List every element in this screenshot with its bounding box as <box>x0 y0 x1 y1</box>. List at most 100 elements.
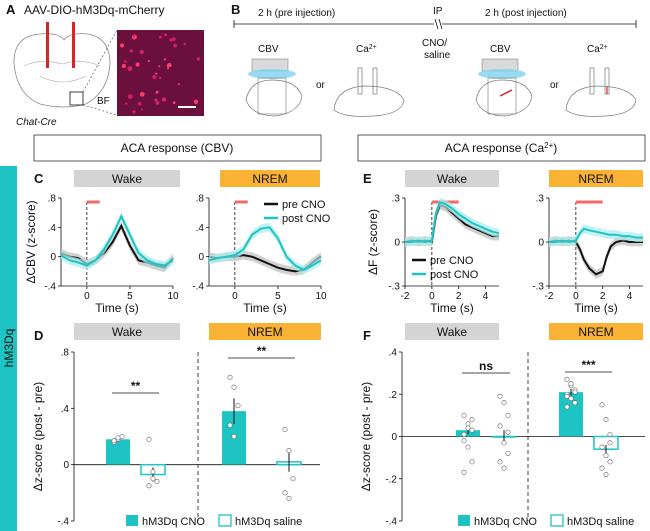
data-point <box>603 452 609 459</box>
legend-label-pre: pre CNO <box>430 255 474 267</box>
micrograph-cell <box>137 101 142 106</box>
y-tick-label: .4 <box>389 348 398 359</box>
line-chart-e-wake: Wake -2 0 2 4 -.3 0 .3 Time (s) ΔF (z-score) pre C… <box>366 170 500 315</box>
ip-label: IP <box>433 6 443 17</box>
data-point <box>461 431 467 437</box>
micrograph-cell <box>169 38 173 42</box>
x-tick-label: 5 <box>127 291 133 302</box>
micrograph-cell <box>139 91 145 97</box>
sem-band-post <box>405 198 499 247</box>
ca-label-post: Ca2+ <box>587 44 608 55</box>
legend-label-cno: hM3Dq CNO <box>474 516 537 528</box>
y-tick-label: -.4 <box>44 282 56 293</box>
y-tick-label: -.3 <box>388 282 400 293</box>
data-point <box>497 423 503 429</box>
y-tick-label: .3 <box>392 194 401 205</box>
x-axis-title: Time (s) <box>243 301 287 315</box>
y-tick-label: 0 <box>63 460 69 471</box>
bar-chart-f: Wake NREM -.4 -.2 0 .2 .4 Δz-score (post - pre)… <box>359 323 645 528</box>
state-box-nrem <box>220 170 320 187</box>
y-tick-label: .8 <box>48 194 57 205</box>
data-point <box>501 400 507 406</box>
data-point <box>469 459 475 465</box>
cbv-header-box <box>33 134 322 162</box>
micrograph-cell <box>155 90 159 94</box>
x-tick-label: 0 <box>232 291 238 302</box>
y-tick-label: .4 <box>196 223 205 234</box>
data-point <box>501 440 507 446</box>
data-point <box>465 444 471 450</box>
data-point <box>231 384 237 390</box>
micrograph-cell <box>161 97 167 102</box>
y-tick-label: -.4 <box>192 282 204 293</box>
x-axis-title: Time (s) <box>574 301 618 315</box>
data-point <box>607 440 613 446</box>
data-point <box>469 427 475 433</box>
panel-letter-a: A <box>6 2 16 17</box>
legend-label-pre: pre CNO <box>282 199 326 211</box>
panel-letter-d: D <box>34 328 43 343</box>
state-label-nrem: NREM <box>578 325 613 339</box>
data-point <box>465 421 471 427</box>
data-point <box>505 429 511 435</box>
x-tick-label: 0 <box>573 291 579 302</box>
scale-bar <box>178 106 196 108</box>
panel-letter-f: F <box>363 328 371 343</box>
data-point <box>286 495 292 502</box>
data-point <box>568 381 574 387</box>
timeline-axis <box>233 18 637 30</box>
sem-band-post <box>61 211 173 270</box>
data-point <box>115 435 121 441</box>
micrograph-cell <box>154 98 158 102</box>
data-point <box>111 438 117 444</box>
y-tick-label: .8 <box>61 348 70 359</box>
series-line-post <box>405 201 500 244</box>
state-label-wake: Wake <box>437 325 468 339</box>
micrograph-cell <box>135 62 140 67</box>
data-point <box>572 400 578 406</box>
line-chart-c-nrem: NREM 0 5 10 -.4 0 .4 .8 Time (s) pre CNO post CNO <box>192 170 331 315</box>
state-box-wake <box>74 323 180 340</box>
x-tick-label: 2 <box>456 291 462 302</box>
brain-section-illustration <box>13 22 118 116</box>
data-point <box>227 374 233 380</box>
micrograph-cell <box>177 82 181 86</box>
cbv-setup-post-illustration <box>475 58 533 117</box>
bf-label: BF <box>97 96 110 107</box>
significance-label: *** <box>581 358 595 372</box>
state-label-nrem: NREM <box>247 325 282 339</box>
data-point <box>607 459 613 465</box>
or-label-post: or <box>550 80 560 91</box>
micrograph-cell <box>147 59 150 63</box>
y-tick-label: .4 <box>61 404 70 415</box>
panel-letter-c: C <box>34 171 44 186</box>
data-point <box>231 433 237 440</box>
y-axis-title: Δz-score (post - pre) <box>31 382 45 491</box>
x-tick-label: 4 <box>483 291 489 302</box>
legend-label-saline: hM3Dq saline <box>567 516 634 528</box>
series-line-post <box>208 226 322 272</box>
data-point <box>154 479 160 485</box>
micrograph-cell <box>159 76 162 80</box>
micrograph-cell <box>164 33 167 37</box>
data-point <box>146 436 152 442</box>
x-axis-title: Time (s) <box>95 301 139 315</box>
fluorescence-micrograph <box>117 30 204 116</box>
cbv-header: ACA response (CBV) <box>121 141 234 155</box>
significance-label: ns <box>479 359 493 373</box>
series-line-post <box>60 213 174 267</box>
y-axis-title: ΔCBV (z-score) <box>24 200 38 283</box>
pre-period-label: 2 h (pre injection) <box>258 8 335 19</box>
micrograph-cell <box>173 43 178 48</box>
sem-band-post <box>209 222 321 275</box>
data-point <box>150 469 156 475</box>
cbv-label-pre: CBV <box>258 44 279 55</box>
x-tick-label: 2 <box>600 291 606 302</box>
data-point <box>461 469 467 475</box>
y-tick-label: -.4 <box>385 517 397 528</box>
y-tick-label: 0 <box>391 432 397 443</box>
y-tick-label: -.4 <box>57 517 69 528</box>
x-tick-label: 0 <box>429 291 435 302</box>
y-tick-label: .8 <box>196 194 205 205</box>
micrograph-cell <box>196 57 200 61</box>
